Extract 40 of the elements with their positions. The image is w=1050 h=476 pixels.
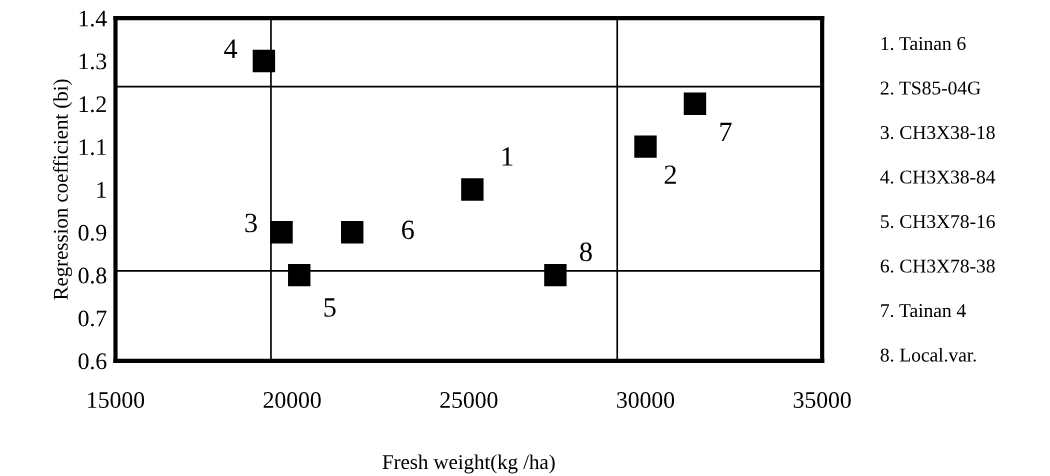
text: 2. TS85-04G bbox=[880, 81, 981, 95]
point bbox=[634, 135, 657, 158]
annotation: 6 bbox=[402, 220, 414, 240]
annotation: 2 bbox=[664, 165, 676, 184]
x-axis-title: Fresh weight(kg /ha) bbox=[382, 454, 555, 474]
annotation: 8 bbox=[580, 242, 592, 262]
point bbox=[270, 221, 293, 244]
y-tick-label: 0.9 bbox=[78, 224, 107, 241]
annotation: 1 bbox=[502, 147, 513, 166]
text: 4. CH3X38-84 bbox=[880, 170, 996, 184]
x-tick-label: 20000 bbox=[263, 392, 321, 408]
point bbox=[341, 221, 364, 244]
point bbox=[461, 178, 484, 201]
y-tick-label: 0.8 bbox=[78, 267, 107, 284]
y-tick-label: 1.4 bbox=[79, 10, 107, 27]
point bbox=[544, 263, 567, 287]
x-tick-label: 35000 bbox=[793, 392, 851, 408]
y-axis-title: Regression coefficient (bi) bbox=[52, 79, 73, 300]
text: 5. CH3X78-16 bbox=[881, 214, 995, 229]
y-tick-label: 0.6 bbox=[78, 353, 107, 370]
y-tick-label: 1.2 bbox=[79, 96, 106, 113]
text: 7. Tainan 4 bbox=[881, 304, 966, 318]
annotation: 4 bbox=[224, 39, 238, 58]
x-tick-label: 30000 bbox=[617, 392, 675, 408]
y-tick-label: 1.1 bbox=[79, 139, 106, 156]
text: 6. CH3X78-38 bbox=[880, 259, 995, 273]
text: 8. Local.var. bbox=[880, 347, 976, 362]
text: 1. Tainan 6 bbox=[881, 37, 966, 51]
annotation: 7 bbox=[720, 122, 732, 141]
point bbox=[683, 92, 707, 115]
text: 3. CH3X38-18 bbox=[880, 125, 995, 140]
y-tick-label: 1.3 bbox=[79, 53, 107, 70]
x-tick-label: 15000 bbox=[88, 392, 145, 408]
point bbox=[288, 263, 311, 287]
annotation: 3 bbox=[245, 213, 257, 233]
x-tick-label: 25000 bbox=[440, 392, 498, 408]
annotation: 5 bbox=[324, 298, 336, 317]
point bbox=[252, 49, 276, 73]
y-tick-label: 1 bbox=[97, 182, 106, 198]
y-tick-label: 0.7 bbox=[78, 310, 107, 327]
